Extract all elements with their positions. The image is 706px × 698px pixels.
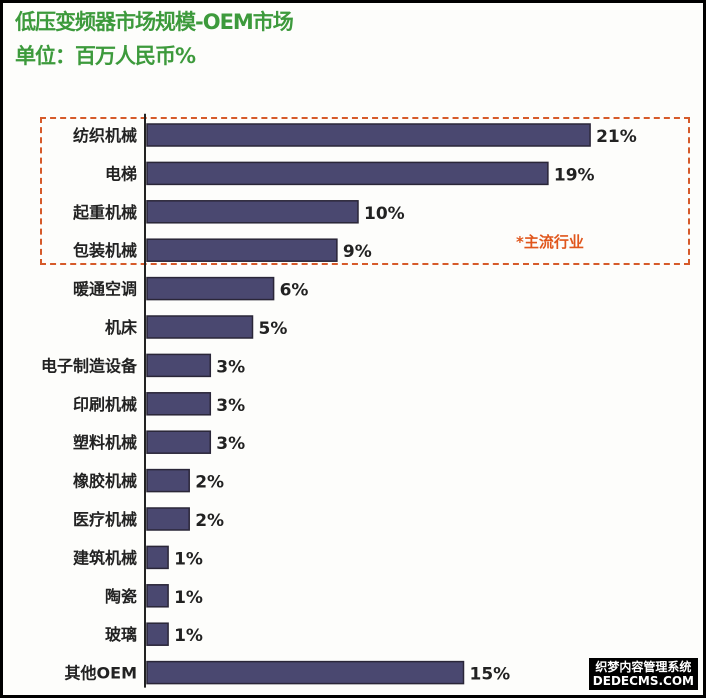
data-label: 3% xyxy=(216,357,245,377)
watermark: 织梦内容管理系统 DEDECMS.COM xyxy=(588,658,698,690)
highlight-box xyxy=(40,117,690,265)
data-label: 1% xyxy=(174,549,203,569)
bar xyxy=(146,123,591,147)
bar xyxy=(146,622,169,646)
bar xyxy=(146,392,212,416)
bar xyxy=(146,584,169,608)
category-label: 医疗机械 xyxy=(73,510,137,529)
bar xyxy=(146,161,549,186)
category-label: 暖通空调 xyxy=(73,280,137,299)
category-label: 机床 xyxy=(105,318,138,337)
category-label: 印刷机械 xyxy=(73,395,137,414)
data-label: 10% xyxy=(364,204,405,224)
category-label: 纺织机械 xyxy=(73,126,137,145)
bar xyxy=(146,353,212,378)
bar xyxy=(146,468,190,493)
data-label: 6% xyxy=(280,281,309,301)
bar xyxy=(146,315,254,339)
chart-subtitle: 单位：百万人民币% xyxy=(15,44,196,68)
category-label: 电梯 xyxy=(105,164,137,183)
chart-title: 低压变频器市场规模-OEM市场 xyxy=(15,10,294,34)
data-label: 2% xyxy=(195,511,224,531)
category-label: 包装机械 xyxy=(73,241,137,260)
watermark-line2: DEDECMS.COM xyxy=(592,674,694,688)
highlight-note: *主流行业 xyxy=(516,233,584,251)
bar xyxy=(146,660,465,685)
bar xyxy=(146,200,359,224)
bar xyxy=(146,507,190,531)
data-label: 1% xyxy=(174,588,203,608)
category-label: 建筑机械 xyxy=(73,548,137,567)
bar xyxy=(146,545,169,570)
data-label: 21% xyxy=(596,127,637,147)
data-label: 3% xyxy=(216,396,245,416)
bar xyxy=(146,276,275,301)
bar xyxy=(146,238,338,262)
data-label: 5% xyxy=(259,319,288,339)
data-label: 1% xyxy=(174,626,203,646)
category-label: 塑料机械 xyxy=(73,433,137,452)
category-label: 陶瓷 xyxy=(105,587,137,606)
bar xyxy=(146,430,212,454)
data-label: 2% xyxy=(195,473,224,493)
category-label: 起重机械 xyxy=(72,203,137,222)
data-label: 15% xyxy=(470,665,511,685)
category-label: 橡胶机械 xyxy=(73,472,137,491)
data-label: 9% xyxy=(343,242,372,262)
data-label: 19% xyxy=(554,165,595,185)
watermark-line1: 织梦内容管理系统 xyxy=(595,660,692,674)
category-label: 其他OEM xyxy=(65,664,137,683)
category-label: 电子制造设备 xyxy=(41,356,138,375)
data-label: 3% xyxy=(216,434,245,454)
category-label: 玻璃 xyxy=(105,625,137,644)
